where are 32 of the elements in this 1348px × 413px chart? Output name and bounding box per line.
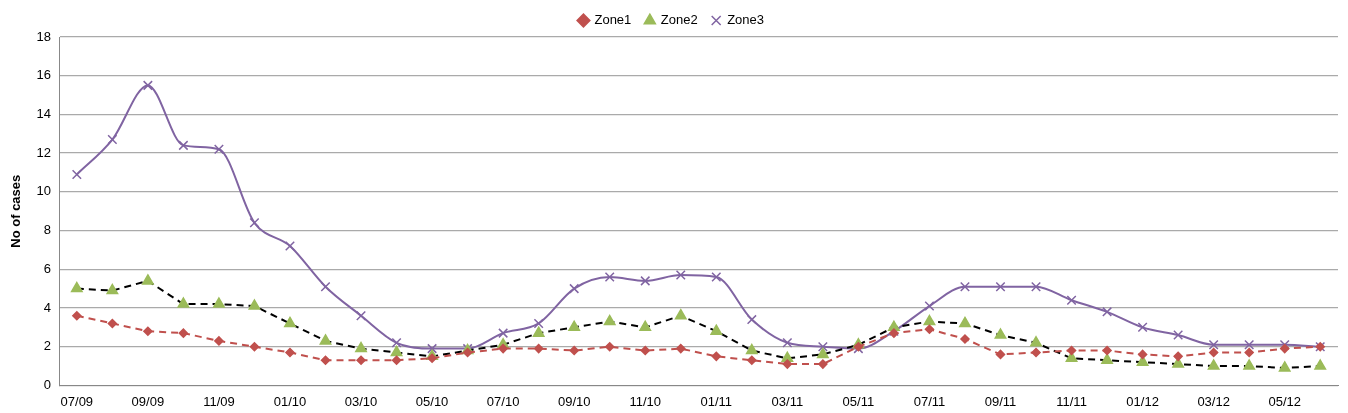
x-tick-label: 01/11 — [700, 393, 733, 409]
y-tick-label: 4 — [43, 299, 52, 315]
y-tick-label: 10 — [36, 183, 52, 199]
y-tick-label: 2 — [43, 338, 52, 354]
x-tick-label: 09/09 — [131, 393, 165, 409]
legend-label: Zone3 — [727, 12, 765, 28]
x-tick-label: 11/11 — [1056, 393, 1087, 409]
x-tick-label: 01/12 — [1126, 393, 1159, 409]
x-tick-label: 05/10 — [415, 393, 449, 409]
x-tick-label: 05/12 — [1268, 393, 1301, 409]
y-tick-label: 12 — [36, 144, 52, 160]
x-tick-label: 07/10 — [486, 393, 520, 409]
x-tick-label: 11/10 — [629, 393, 662, 409]
x-tick-label: 03/11 — [771, 393, 804, 409]
y-tick-label: 16 — [36, 67, 52, 83]
x-tick-label: 01/10 — [273, 393, 307, 409]
x-tick-label: 03/12 — [1197, 393, 1230, 409]
x-tick-label: 11/09 — [203, 393, 235, 409]
y-tick-label: 8 — [43, 222, 52, 238]
y-tick-label: 6 — [43, 260, 52, 276]
x-tick-label: 07/11 — [913, 393, 946, 409]
x-tick-label: 05/11 — [842, 393, 875, 409]
y-tick-label: 0 — [43, 376, 52, 392]
y-axis-title: No of cases — [8, 174, 24, 248]
x-tick-label: 07/09 — [60, 393, 94, 409]
y-tick-label: 14 — [36, 106, 52, 121]
y-tick-label: 18 — [36, 28, 52, 44]
legend-label: Zone1 — [594, 12, 632, 28]
legend-label: Zone2 — [660, 12, 698, 28]
x-tick-label: 03/10 — [344, 393, 378, 409]
x-tick-label: 09/10 — [557, 393, 591, 409]
x-tick-label: 09/11 — [984, 393, 1017, 409]
